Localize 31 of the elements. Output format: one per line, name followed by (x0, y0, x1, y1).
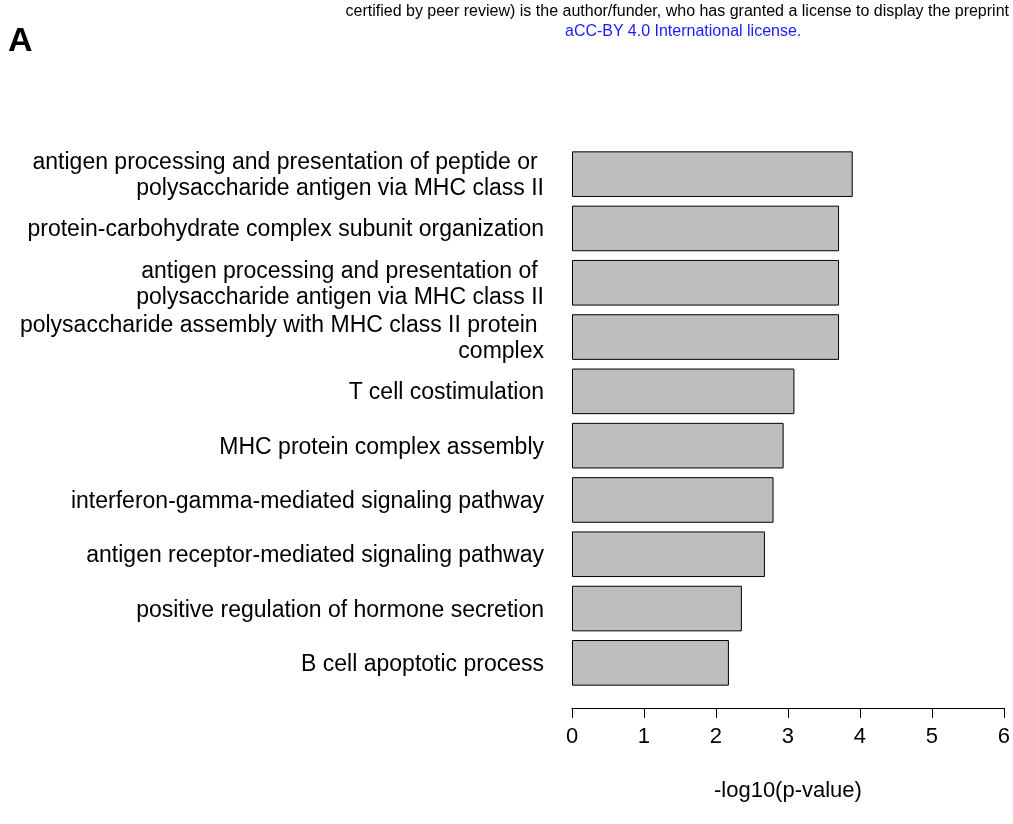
x-tick-label: 2 (709, 722, 723, 748)
bar (572, 368, 795, 415)
y-tick-label: MHC protein complex assembly (219, 432, 545, 459)
bar (572, 205, 840, 252)
y-tick-label: positive regulation of hormone secretion (136, 595, 544, 622)
x-tick-label: 6 (997, 722, 1011, 748)
x-tick-label: 1 (637, 722, 651, 748)
y-tick-label: interferon-gamma-mediated signaling pathway (70, 486, 545, 513)
bar (572, 531, 765, 578)
y-tick-label: antigen processing and presentation of peptide or polysaccharide antigen via MHC class II (32, 148, 544, 201)
x-tick-label: 0 (565, 722, 579, 748)
bar (572, 259, 840, 306)
x-axis-title: -log10(p-value) (713, 776, 862, 802)
text: aCC-BY 4.0 International license. (565, 21, 802, 39)
y-tick-label: B cell apoptotic process (301, 649, 544, 676)
y-tick-label: antigen receptor-mediated signaling pathway (86, 541, 545, 568)
x-tick-label: 5 (925, 722, 939, 748)
y-tick-label: protein-carbohydrate complex subunit organization (27, 215, 544, 242)
bar (572, 585, 742, 632)
bar (572, 640, 729, 686)
bar (572, 151, 853, 197)
x-tick-label: 4 (853, 722, 867, 748)
y-tick-label: T cell costimulation (348, 378, 544, 405)
y-tick-label: polysaccharide assembly with MHC class II protein complex (19, 311, 545, 364)
bar (572, 477, 774, 523)
bar (572, 314, 840, 360)
text: certified by peer review) is the author/funder, who has granted a license to display the preprint (345, 1, 1010, 19)
y-tick-label: antigen processing and presentation of polysaccharide antigen via MHC class II (136, 256, 544, 309)
text: A (8, 20, 33, 58)
x-tick-label: 3 (781, 722, 795, 748)
bar (572, 422, 784, 469)
